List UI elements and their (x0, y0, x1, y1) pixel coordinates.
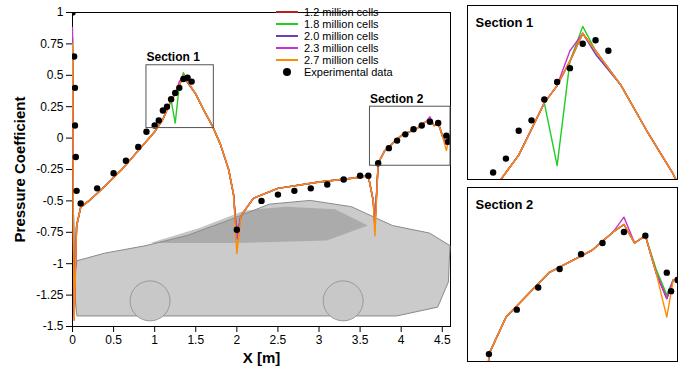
svg-text:-1: -1 (53, 257, 64, 271)
svg-text:0.5: 0.5 (105, 333, 122, 347)
html-text:1.8 million cells: 1.8 million cells (304, 18, 379, 30)
svg-text:-1.25: -1.25 (36, 288, 64, 302)
svg-text:0.5: 0.5 (47, 68, 64, 82)
svg-text:0.75: 0.75 (40, 37, 64, 51)
svg-text:Section 2: Section 2 (370, 92, 424, 106)
svg-text:Pressure Coefficient: Pressure Coefficient (11, 97, 28, 243)
html-text:Experimental data: Experimental data (304, 66, 393, 78)
html-text:2.0 million cells: 2.0 million cells (304, 30, 379, 42)
svg-text:-0.25: -0.25 (36, 162, 64, 176)
svg-text:2: 2 (234, 333, 241, 347)
svg-text:0.25: 0.25 (40, 100, 64, 114)
html-text:1.2 million cells: 1.2 million cells (304, 6, 379, 18)
svg-text:4: 4 (398, 333, 405, 347)
svg-text:2.5: 2.5 (270, 333, 287, 347)
svg-text:Section 1: Section 1 (146, 50, 200, 64)
html-text:2.3 million cells: 2.3 million cells (304, 42, 379, 54)
svg-text:Section 2: Section 2 (476, 197, 534, 212)
svg-text:0: 0 (69, 333, 76, 347)
svg-text:0: 0 (57, 131, 64, 145)
svg-text:3.5: 3.5 (352, 333, 369, 347)
svg-text:1.5: 1.5 (187, 333, 204, 347)
svg-text:3: 3 (316, 333, 323, 347)
svg-text:-0.5: -0.5 (43, 194, 64, 208)
svg-text:Section 1: Section 1 (476, 15, 534, 30)
svg-text:4.5: 4.5 (434, 333, 451, 347)
svg-text:-0.75: -0.75 (36, 225, 64, 239)
svg-text:X [m]: X [m] (243, 349, 281, 366)
svg-text:-1.5: -1.5 (43, 319, 64, 333)
svg-text:1: 1 (57, 5, 64, 19)
html-text:2.7 million cells: 2.7 million cells (304, 54, 379, 66)
svg-text:1: 1 (151, 333, 158, 347)
